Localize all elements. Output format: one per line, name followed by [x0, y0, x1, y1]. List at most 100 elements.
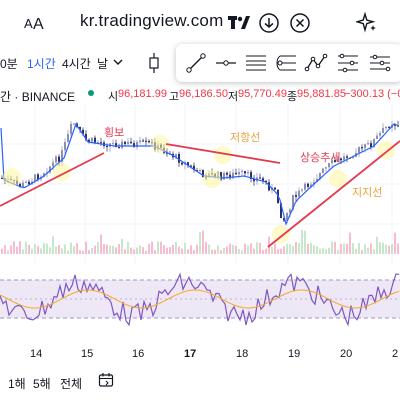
timeframe-chevron-down-icon[interactable]: [113, 57, 123, 67]
volume-bar: [124, 249, 126, 254]
candlestick-type-icon[interactable]: [146, 52, 162, 74]
volume-bar: [10, 245, 12, 254]
parallel-channel-tool-icon[interactable]: [244, 51, 268, 75]
candle-body: [265, 180, 267, 183]
candle-body: [322, 168, 324, 173]
candle-body: [130, 141, 132, 144]
price-chart[interactable]: [0, 104, 400, 344]
candle-body: [94, 137, 96, 143]
volume-bar: [232, 244, 234, 254]
volume-bar: [262, 250, 264, 254]
uptrend-support-trendline[interactable]: [267, 140, 400, 248]
candle-body: [220, 172, 222, 180]
volume-bar: [7, 250, 9, 254]
candle-body: [334, 160, 336, 163]
volume-bar: [70, 242, 72, 254]
candle-body: [283, 217, 285, 221]
volume-bar: [187, 249, 189, 254]
download-icon[interactable]: [258, 12, 280, 34]
gann-tool-icon[interactable]: [368, 51, 392, 75]
moving-average-line: [0, 122, 398, 226]
volume-bar: [175, 241, 177, 254]
range-all[interactable]: 전체: [60, 377, 83, 391]
calendar-range-icon[interactable]: [98, 372, 114, 388]
candle-body: [229, 174, 231, 179]
volume-bar: [91, 247, 93, 254]
url-text[interactable]: kr.tradingview.com: [80, 11, 224, 30]
volume-bar: [364, 244, 366, 254]
candle-body: [37, 174, 39, 180]
volume-bar: [4, 245, 6, 254]
volume-bar: [298, 243, 300, 254]
close-label: 종: [287, 91, 298, 103]
rsi-panel[interactable]: [0, 264, 400, 344]
volume-bar: [163, 245, 165, 254]
timeframe-minutes[interactable]: 0분: [0, 57, 18, 71]
trend-line-tool-icon[interactable]: [184, 51, 208, 75]
candle-body: [124, 141, 126, 145]
volume-bar: [367, 247, 369, 254]
candle-body: [97, 142, 99, 144]
tradingview-logo-icon[interactable]: [228, 12, 250, 34]
x-tick-17: 17: [184, 348, 197, 360]
candle-body: [49, 166, 51, 173]
candle-body: [55, 156, 57, 163]
reader-mode-icon[interactable]: A A: [24, 12, 46, 34]
volume-bar: [100, 234, 102, 254]
volume-bar: [181, 248, 183, 254]
volume-bar: [64, 244, 66, 254]
timeframe-1h[interactable]: 1시간: [27, 57, 56, 71]
candle-body: [64, 141, 66, 151]
volume-bar: [28, 244, 30, 254]
candle-body: [1, 178, 3, 179]
volume-bar: [394, 232, 396, 254]
volume-bar: [169, 247, 171, 254]
candle-body: [325, 167, 327, 169]
pattern-tool-icon[interactable]: [304, 51, 328, 75]
symbol-name[interactable]: 간 · BINANCE: [0, 90, 76, 104]
volume-bar: [352, 243, 354, 254]
volume-bar: [154, 250, 156, 254]
timeframe-day[interactable]: 날: [97, 57, 109, 71]
x-tick-14: 14: [30, 348, 43, 360]
candle-body: [106, 146, 108, 148]
volume-bar: [202, 230, 204, 254]
ai-sparkle-icon[interactable]: [356, 12, 378, 34]
candle-body: [304, 183, 306, 190]
volume-bar: [247, 245, 249, 254]
volume-bar: [55, 246, 57, 254]
volume-bar: [337, 249, 339, 254]
candle-body: [310, 184, 312, 187]
horizontal-ray-tool-icon[interactable]: [214, 51, 238, 75]
volume-bar: [310, 242, 312, 254]
touch-highlights: [3, 135, 395, 243]
volume-bar: [16, 246, 18, 254]
pitchfork-tool-icon[interactable]: [336, 51, 360, 75]
volume-bar: [109, 245, 111, 254]
browser-url-bar: A A kr.tradingview.com: [0, 0, 400, 44]
range-1y[interactable]: 1해: [8, 377, 26, 391]
volume-bar: [274, 243, 276, 254]
candle-body: [316, 178, 318, 182]
candle-body: [373, 139, 375, 148]
candle-body: [127, 141, 129, 145]
candle-body: [19, 183, 21, 187]
support-trendline-left[interactable]: [0, 152, 105, 207]
volume-bar: [265, 248, 267, 254]
volume-bar: [226, 246, 228, 254]
resistance-trendline[interactable]: [165, 143, 281, 164]
volume-bar: [385, 244, 387, 254]
volume-bar: [160, 241, 162, 254]
candle-body: [118, 147, 120, 149]
close-tab-icon[interactable]: [289, 12, 311, 34]
timeframe-4h[interactable]: 4시간: [62, 57, 91, 71]
fib-retracement-tool-icon[interactable]: [274, 51, 298, 75]
highlight-marker: [272, 225, 290, 243]
candle-body: [343, 156, 345, 161]
candle-body: [397, 125, 399, 127]
candle-body: [346, 156, 348, 158]
annotation-uptrend: 상승추세: [300, 152, 341, 164]
volume-bar: [214, 249, 216, 254]
range-5y[interactable]: 5해: [33, 377, 51, 391]
candle-body: [280, 203, 282, 218]
